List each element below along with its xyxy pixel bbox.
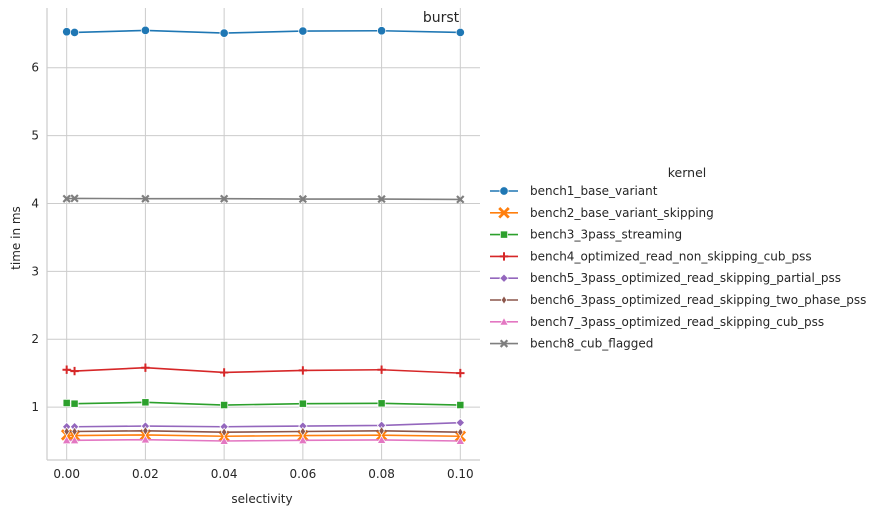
- data-point: [298, 26, 308, 36]
- data-point: [70, 399, 79, 408]
- data-point: [377, 365, 386, 374]
- data-point: [62, 27, 72, 37]
- data-point: [298, 399, 307, 408]
- legend-label: bench7_3pass_optimized_read_skipping_cub…: [530, 315, 824, 329]
- data-point: [219, 194, 229, 203]
- series-7: [61, 434, 466, 445]
- series-line: [66, 197, 461, 201]
- x-tick-label: 0.02: [132, 467, 159, 481]
- series-4: [62, 363, 465, 378]
- legend-item: bench1_base_variant: [490, 184, 658, 198]
- data-point: [220, 401, 229, 409]
- y-tick-label: 3: [31, 264, 39, 278]
- series-6: [63, 425, 464, 438]
- data-point: [455, 27, 465, 37]
- data-point: [140, 25, 150, 35]
- legend-item: bench3_3pass_streaming: [490, 228, 682, 242]
- series-5: [61, 417, 466, 432]
- data-point: [298, 435, 308, 445]
- y-tick-label: 5: [31, 129, 39, 143]
- y-tick-label: 1: [31, 400, 39, 414]
- legend-marker: [498, 207, 510, 219]
- legend-item: bench7_3pass_optimized_read_skipping_cub…: [490, 315, 824, 329]
- chart-title: burst: [423, 10, 460, 26]
- y-tick-labels: 1 2 3 4 5 6: [31, 61, 39, 414]
- series-line: [66, 401, 461, 406]
- data-point: [456, 401, 465, 409]
- legend-marker: [499, 316, 509, 326]
- x-tick-label: 0.04: [211, 467, 238, 481]
- data-point: [456, 368, 465, 378]
- series-3: [62, 398, 465, 409]
- data-point: [456, 195, 465, 204]
- data-point: [69, 435, 80, 445]
- data-point: [298, 194, 308, 204]
- legend-label: bench5_3pass_optimized_read_skipping_par…: [530, 271, 841, 285]
- series-line: [66, 438, 461, 442]
- legend-title: kernel: [668, 165, 707, 180]
- legend-label: bench1_base_variant: [530, 184, 658, 198]
- data-point: [62, 194, 71, 203]
- data-point: [70, 194, 79, 203]
- data-point: [141, 398, 150, 407]
- series-8: [62, 194, 465, 204]
- data-point: [377, 399, 386, 408]
- legend-label: bench3_3pass_streaming: [530, 228, 682, 242]
- data-point: [140, 434, 151, 444]
- legend-item: bench5_3pass_optimized_read_skipping_par…: [490, 271, 841, 285]
- legend-marker: [500, 230, 508, 239]
- legend-marker: [499, 252, 509, 261]
- data-point: [455, 436, 466, 445]
- legend-item: bench4_optimized_read_non_skipping_cub_p…: [490, 249, 812, 263]
- data-point: [62, 365, 71, 374]
- legend-marker: [499, 339, 509, 348]
- legend-label: bench4_optimized_read_non_skipping_cub_p…: [530, 249, 812, 263]
- series-line: [66, 29, 461, 34]
- x-tick-label: 0.08: [368, 467, 395, 481]
- x-axis-label: selectivity: [231, 492, 292, 506]
- legend-marker: [499, 273, 509, 283]
- x-tick-label: 0.06: [290, 467, 317, 481]
- x-tick-label: 0.10: [447, 467, 474, 481]
- y-tick-label: 6: [31, 61, 39, 75]
- data-point: [219, 368, 229, 377]
- y-tick-label: 4: [31, 196, 39, 210]
- x-tick-labels: 0.00 0.02 0.04 0.06 0.08 0.10: [53, 467, 473, 481]
- y-axis-label: time in ms: [9, 206, 23, 270]
- data-point: [298, 366, 308, 375]
- y-tick-label: 2: [31, 332, 39, 346]
- legend-item: bench8_cub_flagged: [490, 337, 653, 351]
- legend-item: bench6_3pass_optimized_read_skipping_two…: [490, 293, 866, 307]
- legend-marker: [499, 186, 509, 196]
- data-point: [70, 27, 80, 37]
- legend-label: bench8_cub_flagged: [530, 337, 653, 351]
- data-point: [376, 435, 387, 444]
- data-point: [377, 194, 386, 204]
- data-point: [62, 399, 71, 407]
- grid-lines: [47, 8, 480, 460]
- data-point: [219, 28, 229, 38]
- legend-label: bench6_3pass_optimized_read_skipping_two…: [530, 293, 866, 307]
- series-line: [66, 430, 461, 433]
- legend-item: bench2_base_variant_skipping: [490, 206, 714, 220]
- data-point: [61, 435, 72, 445]
- legend-marker: [500, 295, 508, 305]
- data-point: [219, 436, 229, 445]
- axes: [46, 8, 480, 461]
- series-line: [66, 366, 461, 374]
- series-1: [62, 25, 465, 38]
- data-point: [141, 194, 150, 203]
- data-point: [141, 363, 150, 372]
- data-point: [455, 417, 466, 428]
- data-point: [378, 425, 385, 436]
- data-point: [377, 26, 387, 36]
- data-point: [70, 366, 79, 376]
- legend-label: bench2_base_variant_skipping: [530, 206, 714, 220]
- legend: kernel bench1_base_variant bench2_base_va…: [490, 165, 866, 351]
- x-tick-label: 0.00: [53, 467, 80, 481]
- series-line: [66, 421, 461, 428]
- series-line: [66, 434, 461, 438]
- series-layer: [60, 25, 467, 445]
